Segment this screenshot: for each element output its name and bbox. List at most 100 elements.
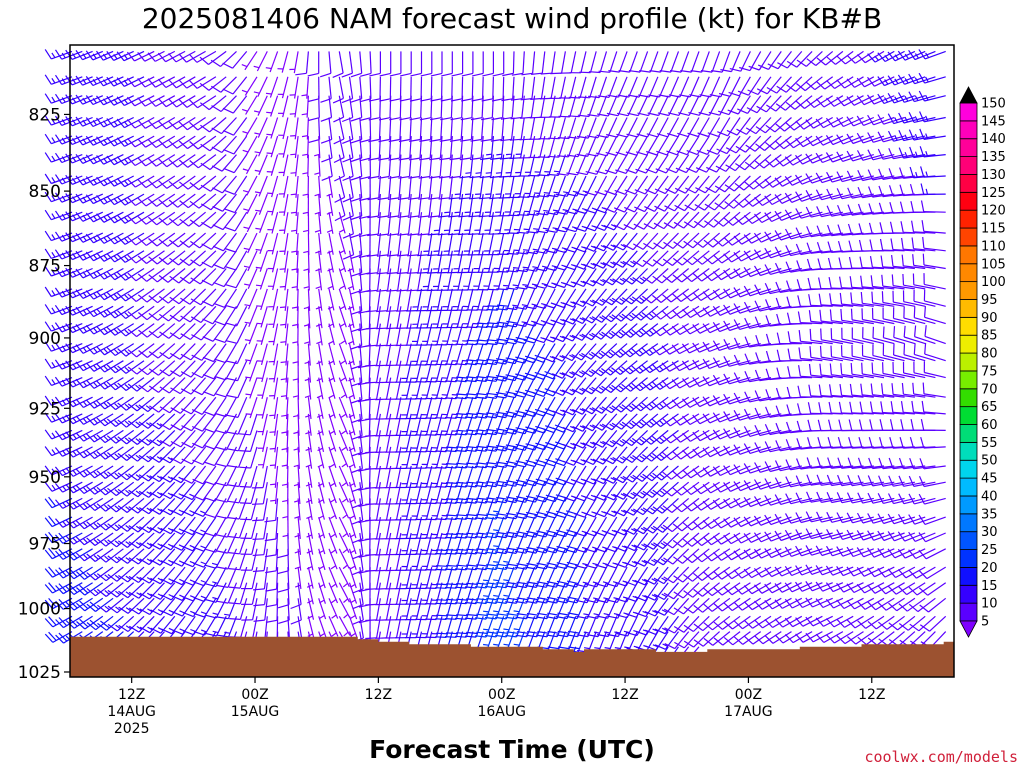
wind-barb (334, 175, 346, 203)
wind-barb (86, 566, 114, 581)
wind-barb (621, 377, 648, 392)
wind-barb (279, 212, 289, 235)
wind-barb (254, 175, 268, 197)
wind-barb (515, 268, 536, 290)
wind-barb (351, 498, 364, 525)
wind-barb (534, 516, 556, 538)
wind-barb (118, 615, 145, 633)
wind-barb (692, 481, 720, 495)
wind-barb (179, 211, 206, 227)
wind-barb (671, 413, 700, 426)
wind-barb (601, 360, 628, 376)
wind-barb (96, 323, 124, 336)
wind-barb (653, 582, 679, 601)
wind-barb (157, 95, 186, 108)
wind-barb (148, 305, 176, 321)
wind-barb (538, 117, 556, 140)
wind-barb (527, 175, 546, 198)
wind-barb (517, 175, 536, 198)
colorbar-swatch (959, 316, 978, 336)
wind-barb (291, 288, 299, 311)
wind-barb (459, 154, 474, 179)
wind-barb (148, 377, 176, 393)
wind-barb (375, 377, 392, 401)
wind-barb (712, 481, 741, 493)
wind-barb (245, 343, 258, 365)
wind-barb (513, 430, 536, 451)
wind-barb (533, 396, 556, 417)
wind-barb (328, 465, 337, 487)
wind-barb (725, 135, 751, 154)
wind-barb (494, 465, 515, 487)
wind-barb (280, 377, 289, 400)
x-tick-label: 12Z (611, 687, 638, 703)
wind-barb (535, 598, 556, 620)
wind-barb (292, 377, 300, 400)
wind-barb (226, 413, 248, 435)
wind-barb (203, 430, 227, 450)
wind-barb (289, 51, 299, 74)
wind-barb (65, 288, 93, 299)
wind-barb (494, 396, 515, 419)
wind-barb (639, 51, 659, 73)
wind-barb (631, 323, 659, 338)
wind-barb (652, 250, 679, 267)
wind-barb (504, 306, 525, 328)
wind-barb (703, 615, 731, 631)
wind-barb (694, 193, 721, 211)
wind-barb (631, 305, 659, 321)
wind-barb (139, 566, 165, 584)
wind-barb (96, 267, 124, 280)
wind-barb (128, 497, 155, 514)
wind-barb (385, 532, 402, 556)
wind-barb (622, 446, 649, 464)
wind-barb (565, 175, 587, 197)
wind-barb (545, 193, 566, 216)
wind-barb (484, 498, 505, 520)
wind-barb (366, 233, 381, 257)
wind-barb (243, 250, 258, 272)
wind-barb (706, 154, 731, 173)
wind-barb (682, 288, 710, 302)
wind-barb (673, 566, 700, 583)
wind-barb (405, 377, 423, 400)
wind-barb (97, 582, 124, 597)
wind-barb (700, 51, 721, 73)
wind-barb (623, 516, 649, 535)
wind-barb (368, 95, 381, 121)
wind-barb (128, 582, 155, 599)
wind-barb (44, 321, 73, 332)
wind-barb (127, 232, 155, 246)
wind-barb (375, 516, 392, 540)
wind-barb (682, 377, 710, 388)
wind-barb (138, 323, 165, 338)
wind-barb (239, 446, 258, 469)
wind-barb (168, 76, 196, 89)
wind-barb (117, 516, 145, 532)
wind-barb (532, 377, 556, 397)
wind-barb (528, 135, 546, 159)
wind-barb (474, 548, 494, 571)
wind-barb (682, 465, 710, 479)
wind-barb (137, 95, 165, 107)
wind-barb (256, 323, 268, 345)
wind-barb (395, 430, 412, 453)
wind-barb (440, 76, 453, 102)
wind-barb (484, 465, 505, 488)
wind-barb (328, 446, 337, 468)
wind-barb (425, 532, 443, 555)
wind-barb (326, 212, 334, 234)
wind-barb (494, 516, 515, 539)
wind-barb (454, 532, 474, 555)
wind-barb (664, 175, 690, 194)
wind-barb (75, 429, 104, 442)
wind-barb (420, 76, 433, 102)
wind-barb (257, 413, 268, 436)
colorbar-label: 95 (981, 293, 998, 308)
wind-barb (385, 582, 402, 606)
wind-barb (127, 323, 155, 338)
wind-barb (454, 397, 474, 419)
wind-barb (545, 211, 566, 233)
wind-barb (581, 323, 607, 341)
wind-barb (415, 413, 433, 436)
